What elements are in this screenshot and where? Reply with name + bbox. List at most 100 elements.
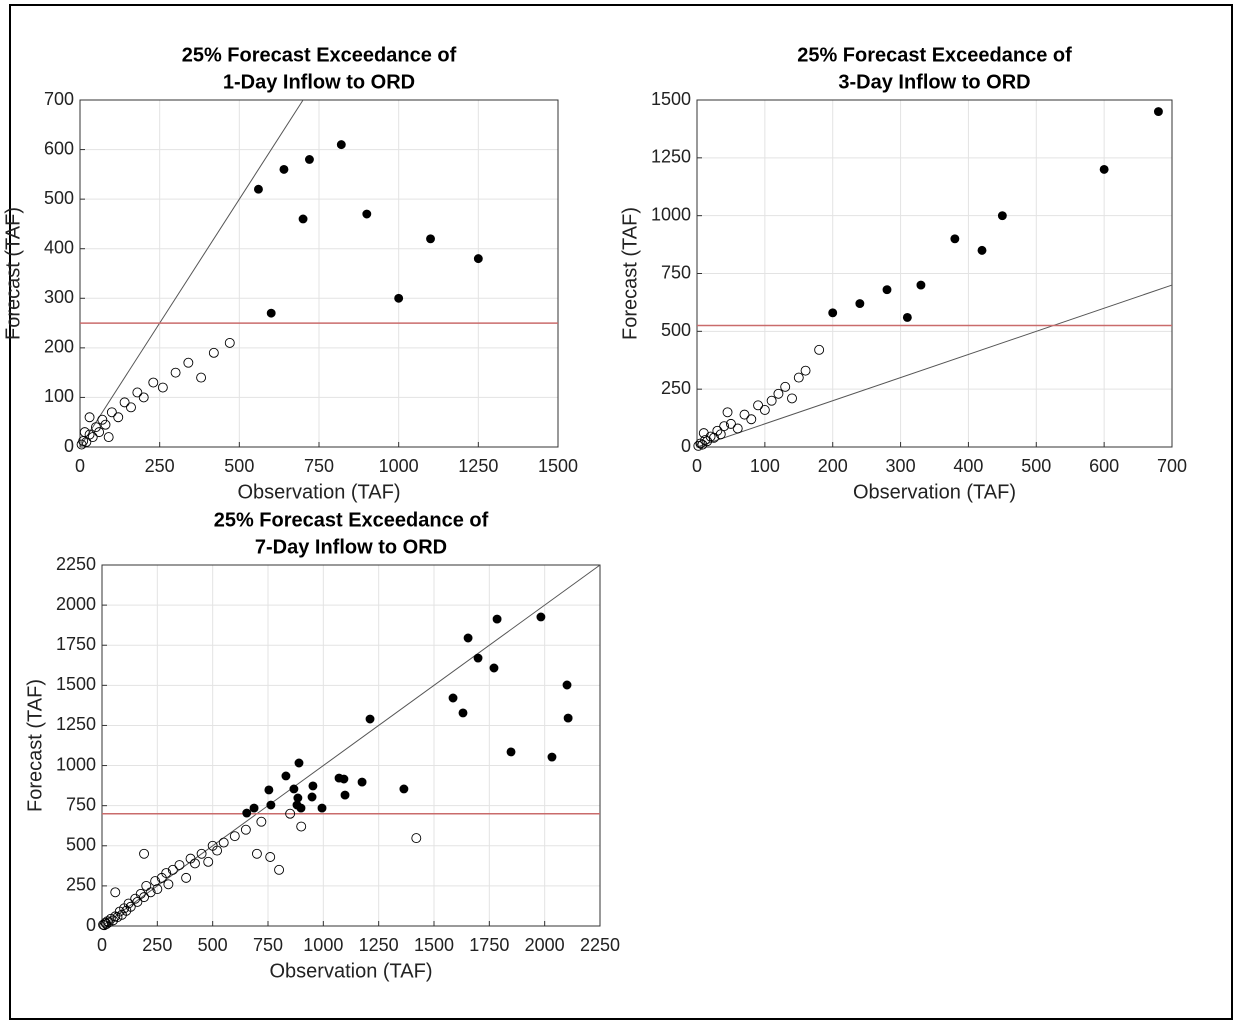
filled-point — [492, 614, 502, 624]
x-tick-label: 1000 — [303, 935, 343, 955]
y-tick-label: 0 — [64, 436, 74, 456]
filled-point — [950, 234, 960, 244]
x-tick-label: 2000 — [525, 935, 565, 955]
open-point — [110, 887, 121, 898]
y-tick-label: 0 — [681, 436, 691, 456]
open-point — [84, 429, 95, 440]
y-tick-label: 1500 — [651, 89, 691, 109]
y-tick-label: 500 — [66, 835, 96, 855]
filled-point — [426, 234, 435, 244]
open-point — [712, 425, 723, 436]
x-tick-label: 750 — [253, 935, 283, 955]
chart-title: 1-Day Inflow to ORD — [223, 71, 415, 93]
open-point — [138, 392, 149, 403]
one-to-one-line — [696, 284, 1173, 448]
y-tick-label: 1000 — [651, 204, 691, 224]
open-point — [814, 344, 825, 355]
filled-point — [362, 209, 372, 219]
filled-point — [563, 713, 573, 723]
x-tick-label: 1500 — [538, 456, 578, 476]
chart-title: 3-Day Inflow to ORD — [838, 71, 1030, 93]
filled-point — [448, 693, 458, 703]
open-point — [148, 377, 159, 388]
open-point — [125, 901, 136, 912]
open-point — [719, 421, 730, 432]
y-tick-label: 100 — [44, 386, 74, 406]
x-tick-label: 1250 — [359, 935, 399, 955]
filled-point — [828, 308, 838, 318]
x-tick-label: 400 — [953, 456, 983, 476]
open-point — [196, 848, 207, 859]
filled-point — [336, 140, 346, 150]
x-tick-label: 500 — [1021, 456, 1051, 476]
x-axis-label: Observation (TAF) — [853, 481, 1016, 503]
open-point — [94, 427, 105, 438]
chart-title: 25% Forecast Exceedance of — [182, 44, 457, 66]
open-point — [161, 868, 172, 879]
filled-point — [506, 747, 516, 757]
filled-point — [855, 299, 865, 309]
open-point — [87, 432, 98, 443]
open-point — [698, 428, 709, 439]
filled-point — [304, 155, 314, 164]
open-point — [174, 860, 185, 870]
open-point — [411, 833, 422, 844]
open-point — [152, 884, 163, 895]
y-tick-label: 250 — [661, 378, 691, 398]
filled-point — [279, 164, 289, 174]
open-point — [766, 395, 777, 406]
open-point — [212, 845, 223, 856]
open-point — [102, 916, 113, 927]
open-point — [793, 372, 804, 383]
filled-point — [463, 633, 473, 643]
filled-point — [399, 784, 409, 794]
y-tick-label: 500 — [661, 320, 691, 340]
filled-point — [473, 653, 483, 663]
open-point — [732, 423, 743, 434]
filled-point — [264, 785, 274, 795]
open-point — [145, 887, 156, 898]
y-axis-label: Forecast (TAF) — [24, 679, 46, 812]
y-tick-label: 200 — [44, 337, 74, 357]
open-point — [725, 418, 736, 429]
open-point — [183, 357, 194, 368]
y-tick-label: 700 — [44, 89, 74, 109]
open-point — [97, 414, 108, 425]
open-point — [126, 402, 136, 413]
open-point — [274, 864, 285, 875]
x-tick-label: 1250 — [458, 456, 498, 476]
filled-point — [298, 214, 308, 224]
filled-point — [997, 211, 1007, 221]
filled-point — [902, 313, 912, 322]
filled-point — [294, 758, 304, 768]
filled-point — [289, 784, 299, 794]
open-point — [256, 816, 267, 827]
y-tick-label: 1500 — [56, 674, 96, 694]
y-tick-label: 750 — [661, 262, 691, 282]
open-point — [150, 876, 161, 887]
axes-frame — [696, 99, 1173, 448]
x-tick-label: 250 — [142, 935, 172, 955]
open-point — [285, 808, 296, 819]
x-tick-label: 500 — [224, 456, 254, 476]
x-tick-label: 0 — [97, 935, 107, 955]
filled-point — [473, 254, 483, 264]
y-tick-label: 400 — [44, 237, 74, 257]
open-point — [190, 858, 200, 869]
open-point — [722, 407, 733, 418]
chart-title: 7-Day Inflow to ORD — [255, 536, 447, 558]
filled-point — [1099, 164, 1109, 174]
y-axis-label: Forecast (TAF) — [2, 207, 24, 340]
x-tick-label: 600 — [1089, 456, 1119, 476]
open-point — [265, 852, 276, 862]
open-point — [139, 848, 150, 859]
open-point — [240, 824, 251, 835]
chart-title: 25% Forecast Exceedance of — [797, 44, 1072, 66]
axes-frame — [79, 99, 559, 448]
x-tick-label: 200 — [818, 456, 848, 476]
filled-point — [249, 803, 259, 813]
filled-point — [340, 790, 350, 800]
x-tick-label: 2250 — [580, 935, 620, 955]
open-point — [100, 419, 111, 430]
filled-point — [882, 285, 892, 295]
